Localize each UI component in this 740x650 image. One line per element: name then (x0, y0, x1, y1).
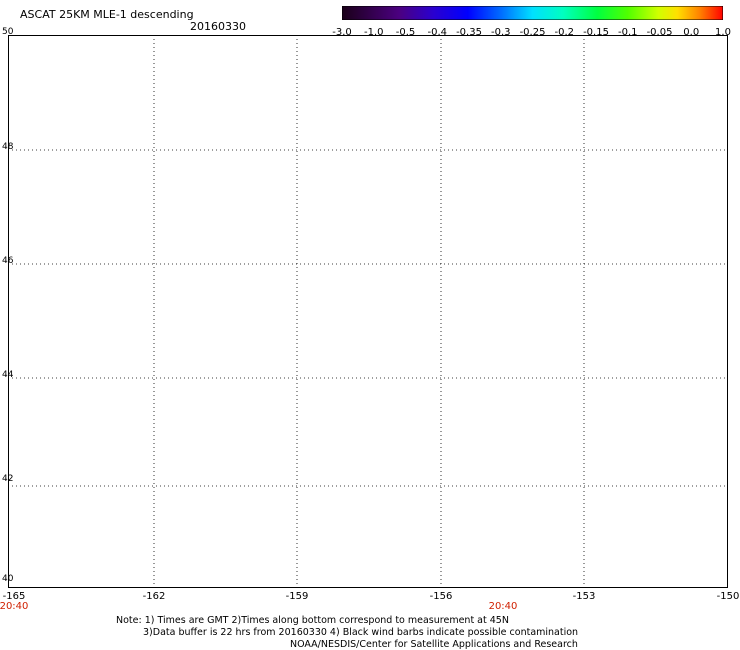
latitude-label: 40 (2, 574, 14, 584)
note-line-1: Note: 1) Times are GMT 2)Times along bot… (116, 615, 509, 626)
product-title: ASCAT 25KM MLE-1 descending (20, 8, 194, 21)
latitude-label: 44 (2, 370, 14, 380)
longitude-label: -156 (429, 591, 453, 602)
colorbar-tick-label: -0.35 (456, 27, 482, 38)
product-date: 20160330 (190, 20, 246, 33)
longitude-label: -159 (285, 591, 309, 602)
graticule (8, 35, 728, 588)
colorbar (342, 6, 723, 20)
colorbar-tick-label: -0.2 (554, 27, 575, 38)
longitude-label: -162 (142, 591, 166, 602)
swath-map (8, 35, 728, 588)
latitude-label: 46 (2, 256, 14, 266)
colorbar-tick-label: -0.1 (617, 27, 638, 38)
colorbar-tick-label: 1.0 (715, 27, 731, 38)
time-label-left: 20:40 (0, 601, 29, 612)
plot-frame (8, 35, 728, 588)
colorbar-tick-label: -0.05 (646, 27, 673, 38)
colorbar-tick-label: 0.0 (683, 27, 700, 38)
colorbar-tick-label: -0.4 (427, 27, 448, 38)
colorbar-tick-label: -0.25 (519, 27, 546, 38)
longitude-label: -153 (572, 591, 596, 602)
time-label-right: 20:40 (488, 601, 518, 612)
note-line-2: 3)Data buffer is 22 hrs from 20160330 4)… (143, 627, 579, 638)
colorbar-tick-label: -0.5 (395, 27, 416, 38)
longitude-label: -150 (716, 591, 740, 602)
latitude-label: 50 (2, 27, 14, 37)
latitude-label: 48 (2, 142, 14, 152)
colorbar-tick-label: -3.0 (332, 27, 352, 38)
note-line-3: NOAA/NESDIS/Center for Satellite Applica… (290, 639, 578, 650)
colorbar-tick-label: -0.3 (490, 27, 511, 38)
colorbar-tick-label: -1.0 (363, 27, 384, 38)
longitude-label: -165 (2, 591, 26, 602)
latitude-label: 42 (2, 474, 14, 484)
colorbar-tick-label: -0.15 (583, 27, 609, 38)
